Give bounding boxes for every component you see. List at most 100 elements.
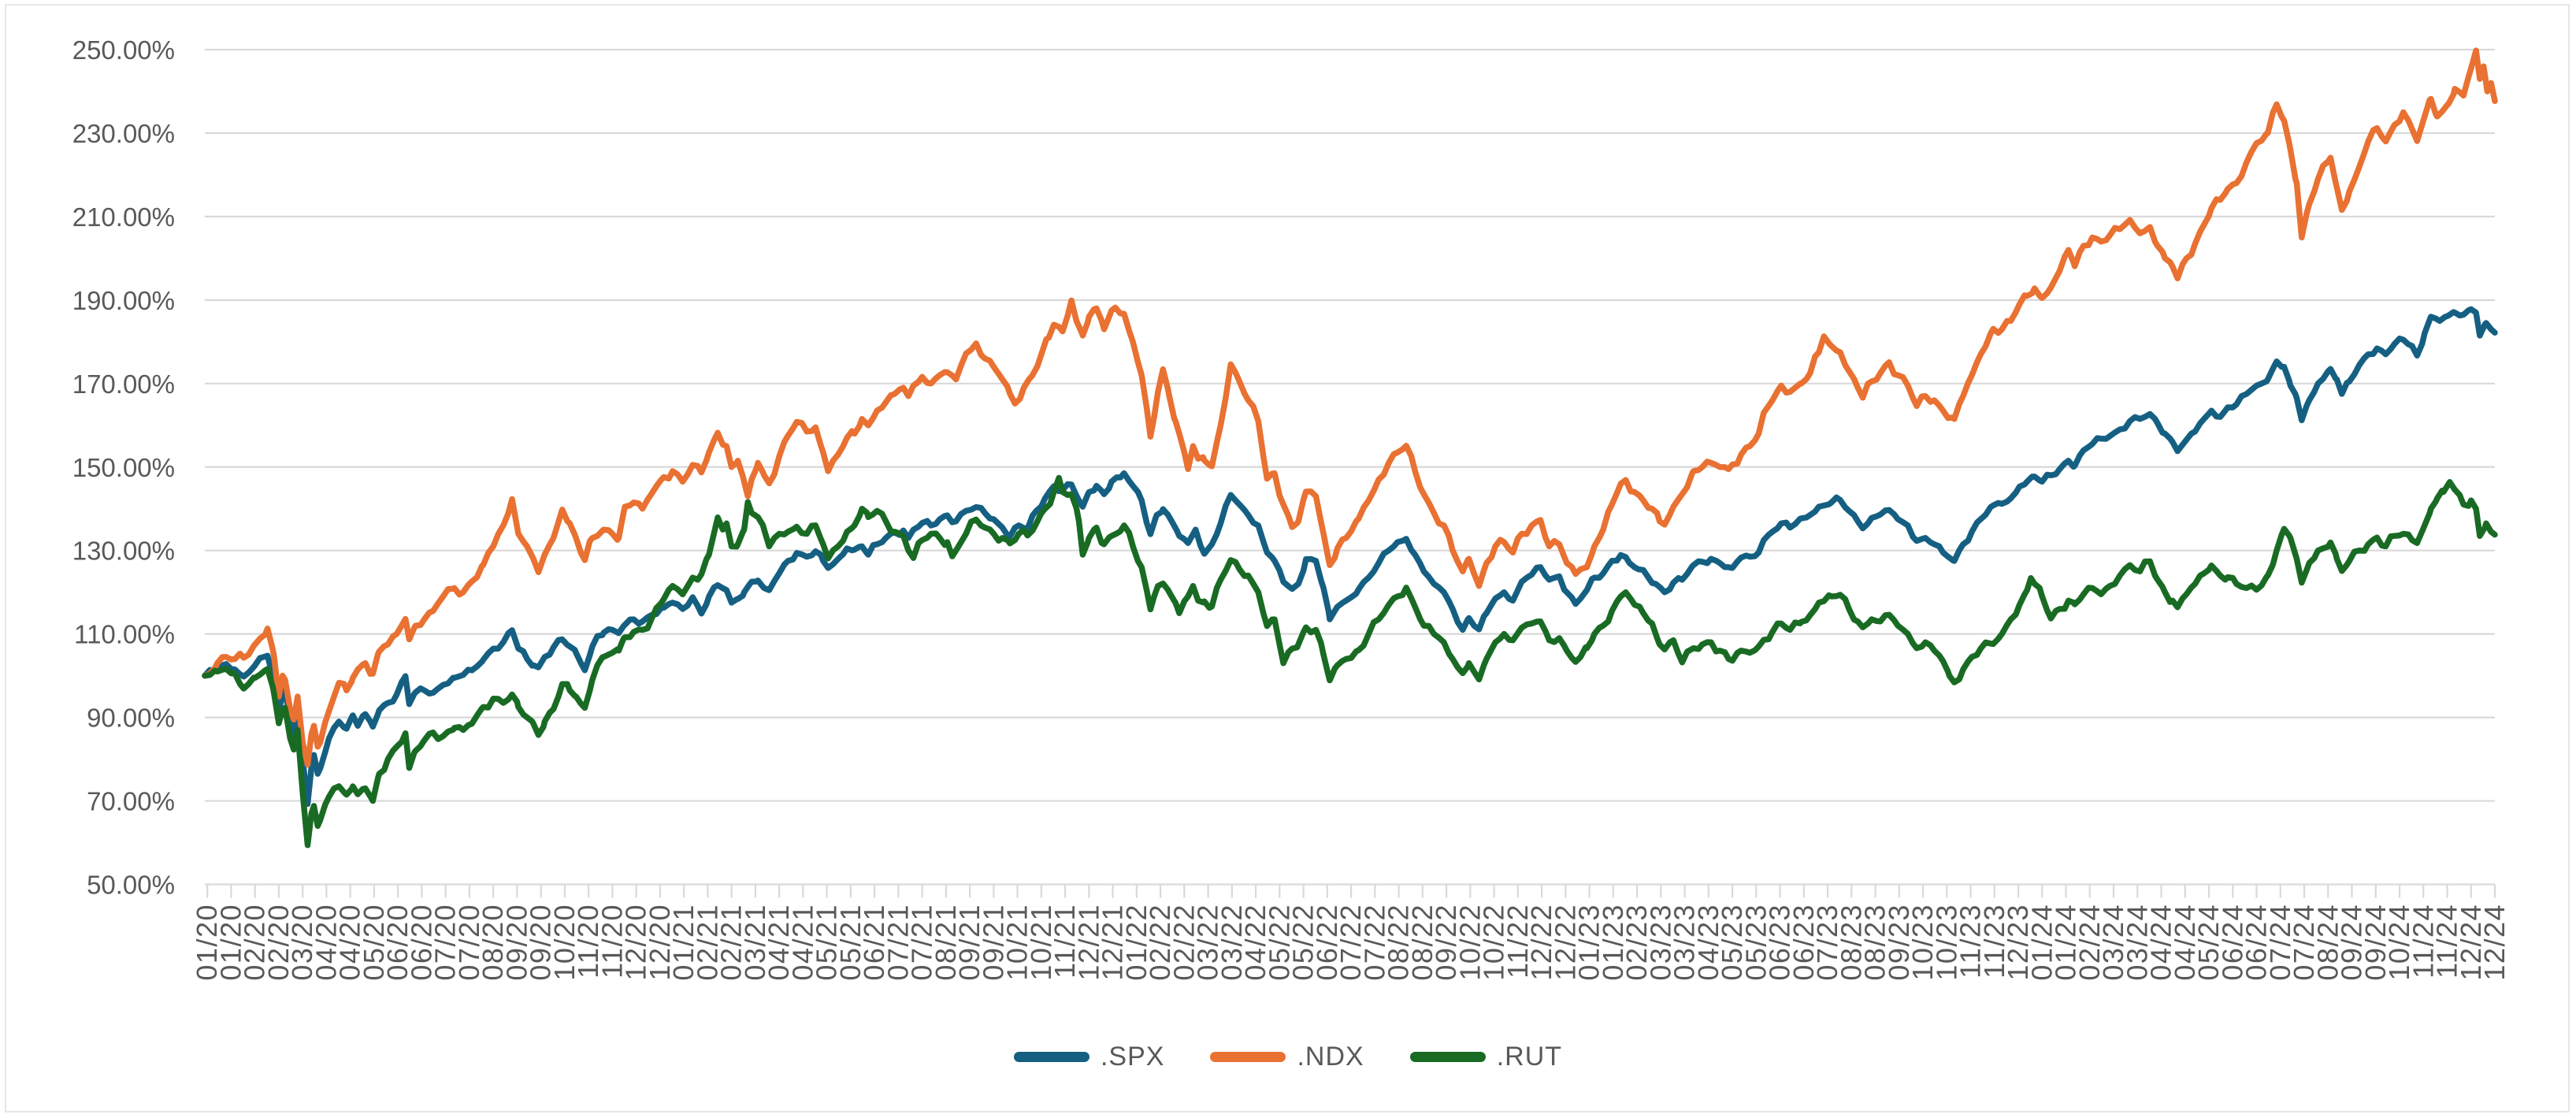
x-axis-label: 09/20 — [525, 904, 557, 981]
x-axis-label: 11/20 — [596, 904, 628, 979]
x-axis-label: 03/24 — [2097, 904, 2129, 981]
x-axis-label: 08/24 — [2311, 904, 2344, 981]
x-axis-label: 09/21 — [953, 904, 985, 981]
x-axis-label: 03/23 — [1668, 904, 1701, 981]
x-axis-label: 08/21 — [930, 904, 962, 981]
x-axis-label: 04/23 — [1692, 904, 1724, 981]
ndx-line-swatch — [1210, 1052, 1286, 1062]
chart-frame-border — [5, 4, 2570, 1112]
x-axis-label: 01/22 — [1120, 904, 1153, 981]
x-axis-label: 01/21 — [667, 904, 700, 981]
x-axis-label: 02/22 — [1167, 904, 1200, 981]
x-axis-label: 02/21 — [715, 904, 748, 981]
x-axis-label: 03/22 — [1192, 904, 1224, 981]
y-axis-label: 110.00% — [74, 620, 175, 649]
x-axis-label: 05/20 — [358, 904, 390, 981]
x-axis-label: 03/22 — [1216, 904, 1248, 981]
y-axis-label: 50.00% — [87, 871, 175, 900]
x-axis-label: 06/20 — [405, 904, 437, 981]
x-axis-label: 12/21 — [1072, 904, 1104, 981]
x-axis-label: 07/23 — [1811, 904, 1843, 981]
x-axis-label: 06/23 — [1764, 904, 1796, 981]
x-axis-label: 12/22 — [1549, 904, 1581, 981]
x-axis-label: 02/23 — [1620, 904, 1653, 981]
x-axis-label: 12/24 — [2478, 904, 2511, 981]
y-axis-label: 230.00% — [72, 119, 175, 148]
rut-series-line[interactable] — [202, 474, 2498, 849]
x-axis-label: 02/24 — [2073, 904, 2106, 981]
spx-series-line[interactable] — [202, 306, 2498, 808]
x-axis-label: 12/21 — [1097, 904, 1129, 981]
x-axis-label: 10/24 — [2383, 904, 2415, 981]
x-axis-label: 10/22 — [1478, 904, 1510, 981]
x-axis-label: 05/21 — [811, 904, 843, 981]
y-axis-label: 190.00% — [72, 286, 175, 315]
x-axis-label: 09/24 — [2359, 904, 2392, 981]
y-axis-label: 150.00% — [72, 453, 175, 482]
x-axis-label: 04/21 — [786, 904, 818, 981]
x-axis-label: 07/24 — [2288, 904, 2320, 981]
x-axis-label: 11/24 — [2407, 904, 2439, 979]
x-axis-label: 05/22 — [1287, 904, 1320, 981]
x-axis-label: 05/24 — [2192, 904, 2225, 981]
x-axis-label: 02/20 — [239, 904, 271, 981]
x-axis-label: 03/20 — [286, 904, 318, 981]
x-axis-label: 01/23 — [1573, 904, 1605, 981]
x-axis-label: 04/24 — [2145, 904, 2177, 981]
x-axis-label: 12/22 — [1525, 904, 1557, 981]
x-axis-label: 03/24 — [2121, 904, 2153, 981]
x-axis-label: 05/21 — [834, 904, 867, 981]
x-axis-label: 09/23 — [1883, 904, 1915, 981]
x-axis-label: 12/20 — [620, 904, 652, 981]
x-axis-label: 05/23 — [1716, 904, 1748, 981]
x-axis-label: 01/23 — [1597, 904, 1629, 981]
x-axis-label: 09/21 — [977, 904, 1009, 981]
x-axis-label: 06/20 — [381, 904, 414, 981]
x-axis-label: 07/22 — [1334, 904, 1367, 981]
x-axis-label: 08/23 — [1859, 904, 1891, 981]
x-axis-label: 06/22 — [1311, 904, 1343, 981]
x-axis-label: 02/22 — [1144, 904, 1176, 981]
x-axis-label: 07/24 — [2264, 904, 2296, 981]
legend-label-ndx: .NDX — [1297, 1042, 1364, 1072]
legend-item-spx[interactable]: .SPX — [1013, 1042, 1164, 1072]
spx-line-swatch — [1013, 1052, 1089, 1062]
x-axis-label: 11/23 — [1954, 904, 1987, 979]
x-axis-label: 12/24 — [2455, 904, 2487, 981]
x-axis-label: 11/21 — [1049, 904, 1081, 979]
x-axis-label: 03/21 — [739, 904, 771, 981]
x-axis-label: 05/23 — [1739, 904, 1772, 981]
x-axis-label: 12/23 — [2002, 904, 2034, 981]
chart-legend: .SPX .NDX .RUT — [0, 1042, 2576, 1072]
x-axis-label: 03/23 — [1644, 904, 1676, 981]
x-axis-label: 08/22 — [1383, 904, 1415, 981]
ndx-series-line[interactable] — [202, 47, 2498, 768]
x-axis-label: 01/24 — [2050, 904, 2082, 981]
x-axis-label: 06/23 — [1787, 904, 1820, 981]
legend-item-rut[interactable]: .RUT — [1409, 1042, 1562, 1072]
y-axis-label: 170.00% — [72, 370, 175, 399]
x-axis-label: 11/23 — [1978, 904, 2010, 979]
x-axis-label: 04/24 — [2169, 904, 2201, 981]
x-axis-label: 01/20 — [214, 904, 247, 981]
x-axis-label: 10/23 — [1930, 904, 1962, 981]
x-axis-label: 11/22 — [1501, 904, 1534, 979]
x-axis-label: 06/21 — [858, 904, 890, 981]
y-axis-label: 70.00% — [87, 787, 175, 816]
x-axis-label: 02/20 — [262, 904, 295, 981]
x-axis-label: 02/21 — [691, 904, 723, 981]
x-axis-label: 11/24 — [2431, 904, 2463, 979]
x-axis-label: 08/20 — [477, 904, 509, 981]
rut-line-swatch — [1409, 1052, 1486, 1062]
x-axis-label: 07/20 — [453, 904, 485, 981]
legend-item-ndx[interactable]: .NDX — [1210, 1042, 1364, 1072]
x-axis-label: 10/21 — [1001, 904, 1034, 981]
x-axis-label: 04/21 — [763, 904, 795, 981]
y-axis-label: 90.00% — [87, 704, 175, 733]
x-axis-label: 04/20 — [334, 904, 366, 981]
x-axis-label: 07/21 — [882, 904, 914, 981]
x-axis-label: 08/22 — [1406, 904, 1438, 981]
x-axis-label: 10/20 — [548, 904, 581, 981]
